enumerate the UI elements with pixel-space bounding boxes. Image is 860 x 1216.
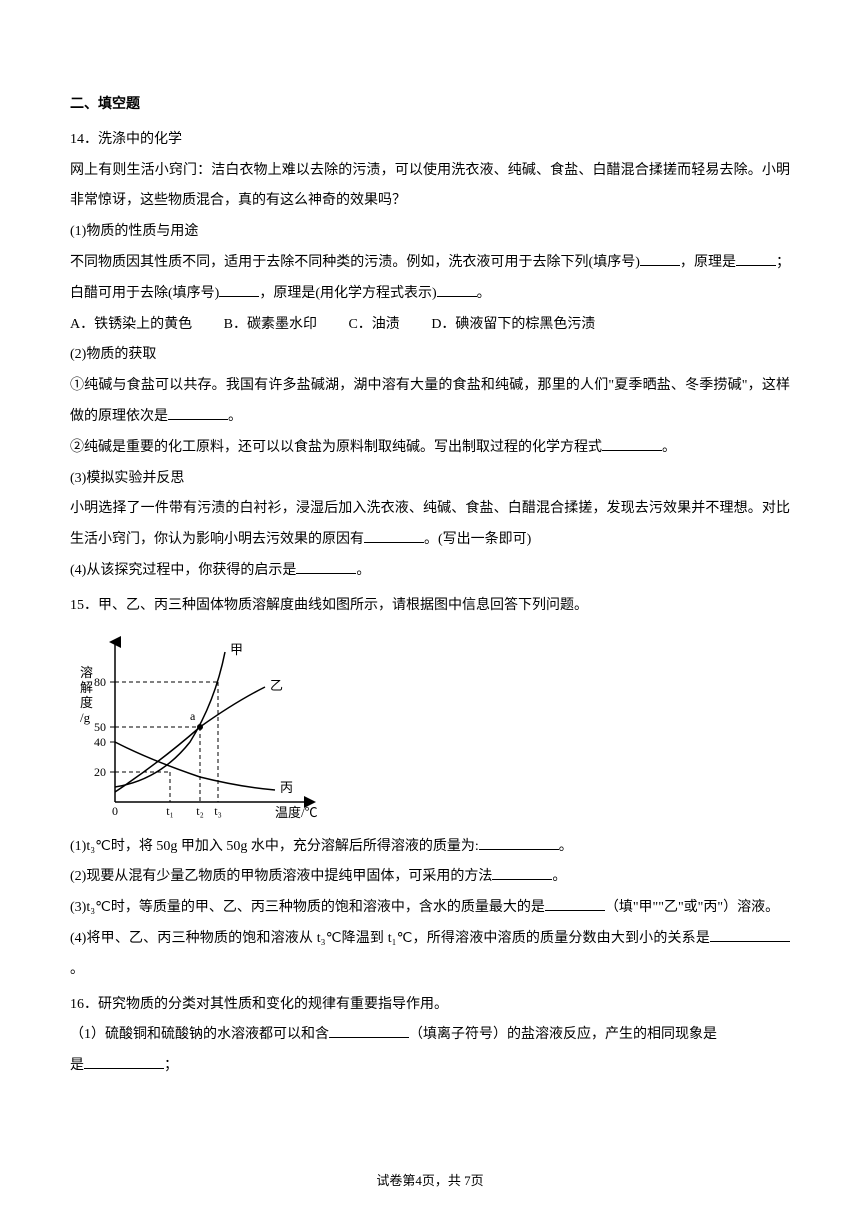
q16-intro-text: 研究物质的分类对其性质和变化的规律有重要指导作用。: [98, 997, 448, 1012]
point-a: [197, 724, 203, 730]
text: 。: [477, 286, 491, 301]
q14-p4: (4)从该探究过程中，你获得的启示是 。: [70, 556, 790, 587]
curve-yi: [115, 687, 265, 792]
q14-p1-text: 不同物质因其性质不同，适用于去除不同种类的污渍。例如，洗衣液可用于去除下列(填序…: [70, 248, 790, 310]
q14-number: 14．: [70, 132, 98, 147]
xlabel: 温度/℃: [275, 805, 318, 820]
q16-sub1: （1）硫酸铜和硫酸钠的水溶液都可以和含 （填离子符号）的盐溶液反应，产生的相同现象…: [70, 1020, 790, 1051]
q14-p2-t1: ①纯碱与食盐可以共存。我国有许多盐碱湖，湖中溶有大量的食盐和纯碱，那里的人们"夏…: [70, 371, 790, 433]
chart-svg: 20 40 50 80 t₁ t₂ t₃ 溶 解 度 /g 温度/℃ 0 甲 乙…: [70, 632, 330, 822]
text: ，原理是: [680, 255, 736, 270]
text: 是: [70, 1058, 84, 1073]
question-14: 14．洗涤中的化学 网上有则生活小窍门：洁白衣物上难以去除的污渍，可以使用洗衣液…: [70, 125, 790, 587]
ytick-40: 40: [94, 735, 106, 749]
option-b: B．碳素墨水印: [224, 310, 317, 341]
blank[interactable]: [545, 897, 605, 911]
text: （填"甲""乙"或"丙"）溶液。: [605, 900, 779, 915]
q15-sub2: (2)现要从混有少量乙物质的甲物质溶液中提纯甲固体，可采用的方法 。: [70, 862, 790, 893]
q14-line1: 14．洗涤中的化学: [70, 125, 790, 156]
option-a: A．铁锈染上的黄色: [70, 310, 192, 341]
q15-intro: 15．甲、乙、丙三种固体物质溶解度曲线如图所示，请根据图中信息回答下列问题。: [70, 591, 790, 622]
blank[interactable]: [329, 1024, 409, 1038]
blank[interactable]: [640, 252, 680, 266]
q16-sub1b: 是；: [70, 1051, 790, 1082]
xtick-t2: t₂: [196, 804, 204, 818]
point-a-label: a: [190, 709, 196, 723]
q15-sub3: (3)t₃℃时，等质量的甲、乙、丙三种物质的饱和溶液中，含水的质量最大的是 （填"…: [70, 893, 790, 924]
text: ；: [164, 1058, 178, 1073]
text: 。: [356, 563, 370, 578]
q15-sub1: (1)t₃℃时，将 50g 甲加入 50g 水中，充分溶解后所得溶液的质量为: 。: [70, 832, 790, 863]
ylabel-2: 度: [80, 695, 93, 710]
text: (3)t₃℃时，等质量的甲、乙、丙三种物质的饱和溶液中，含水的质量最大的是: [70, 900, 545, 915]
blank[interactable]: [602, 437, 662, 451]
ylabel-3: /g: [80, 710, 91, 725]
text: 。(写出一条即可): [424, 532, 531, 547]
question-16: 16．研究物质的分类对其性质和变化的规律有重要指导作用。 （1）硫酸铜和硫酸钠的…: [70, 990, 790, 1082]
q14-intro: 网上有则生活小窍门：洁白衣物上难以去除的污渍，可以使用洗衣液、纯碱、食盐、白醋混…: [70, 156, 790, 218]
ytick-50: 50: [94, 720, 106, 734]
q14-p2-t2: ②纯碱是重要的化工原料，还可以以食盐为原料制取纯碱。写出制取过程的化学方程式 。: [70, 433, 790, 464]
ytick-20: 20: [94, 765, 106, 779]
q15-intro-text: 甲、乙、丙三种固体物质溶解度曲线如图所示，请根据图中信息回答下列问题。: [98, 598, 588, 613]
blank[interactable]: [168, 406, 228, 420]
text: 。: [559, 839, 573, 854]
q16-intro: 16．研究物质的分类对其性质和变化的规律有重要指导作用。: [70, 990, 790, 1021]
text: (4)将甲、乙、丙三种物质的饱和溶液从 t₃℃降温到 t₁℃，所得溶液中溶质的质…: [70, 931, 710, 946]
option-c: C．油渍: [348, 310, 399, 341]
page-footer: 试卷第4页，共 7页: [0, 1167, 860, 1196]
blank[interactable]: [296, 560, 356, 574]
xtick-t1: t₁: [166, 804, 174, 818]
solubility-chart: 20 40 50 80 t₁ t₂ t₃ 溶 解 度 /g 温度/℃ 0 甲 乙…: [70, 632, 790, 822]
text: （填离子符号）的盐溶液反应，产生的相同现象是: [409, 1027, 717, 1042]
text: （1）硫酸铜和硫酸钠的水溶液都可以和含: [70, 1027, 329, 1042]
blank[interactable]: [479, 836, 559, 850]
text: (2)现要从混有少量乙物质的甲物质溶液中提纯甲固体，可采用的方法: [70, 869, 492, 884]
q15-number: 15．: [70, 598, 98, 613]
ytick-80: 80: [94, 675, 106, 689]
blank[interactable]: [219, 283, 259, 297]
blank[interactable]: [492, 866, 552, 880]
label-jia: 甲: [230, 642, 243, 657]
text: 。: [552, 869, 566, 884]
q15-sub4: (4)将甲、乙、丙三种物质的饱和溶液从 t₃℃降温到 t₁℃，所得溶液中溶质的质…: [70, 924, 790, 986]
blank[interactable]: [437, 283, 477, 297]
text: 。: [228, 409, 242, 424]
q14-p3-text: 小明选择了一件带有污渍的白衬衫，浸湿后加入洗衣液、纯碱、食盐、白醋混合揉搓，发现…: [70, 494, 790, 556]
section-header: 二、填空题: [70, 90, 790, 121]
blank[interactable]: [736, 252, 776, 266]
blank[interactable]: [364, 529, 424, 543]
ylabel-0: 溶: [80, 665, 93, 680]
blank[interactable]: [84, 1055, 164, 1069]
question-15: 15．甲、乙、丙三种固体物质溶解度曲线如图所示，请根据图中信息回答下列问题。 2…: [70, 591, 790, 986]
q14-p3-title: (3)模拟实验并反思: [70, 464, 790, 495]
blank[interactable]: [710, 928, 790, 942]
xtick-t3: t₃: [214, 804, 222, 818]
q16-number: 16．: [70, 997, 98, 1012]
text: ，原理是(用化学方程式表示): [259, 286, 436, 301]
label-bing: 丙: [280, 780, 293, 795]
label-yi: 乙: [270, 678, 283, 693]
curve-bing: [115, 742, 275, 790]
text: (1)t₃℃时，将 50g 甲加入 50g 水中，充分溶解后所得溶液的质量为:: [70, 839, 479, 854]
q14-options: A．铁锈染上的黄色 B．碳素墨水印 C．油渍 D．碘液留下的棕黑色污渍: [70, 310, 790, 341]
text: 。: [662, 440, 676, 455]
q14-p2-title: (2)物质的获取: [70, 340, 790, 371]
text: ②纯碱是重要的化工原料，还可以以食盐为原料制取纯碱。写出制取过程的化学方程式: [70, 440, 602, 455]
option-d: D．碘液留下的棕黑色污渍: [431, 310, 595, 341]
q14-p1-title: (1)物质的性质与用途: [70, 217, 790, 248]
ylabel-1: 解: [80, 680, 93, 695]
origin: 0: [112, 804, 118, 818]
text: (4)从该探究过程中，你获得的启示是: [70, 563, 296, 578]
text: 不同物质因其性质不同，适用于去除不同种类的污渍。例如，洗衣液可用于去除下列(填序…: [70, 255, 640, 270]
q14-title: 洗涤中的化学: [98, 132, 182, 147]
text: 。: [70, 962, 84, 977]
